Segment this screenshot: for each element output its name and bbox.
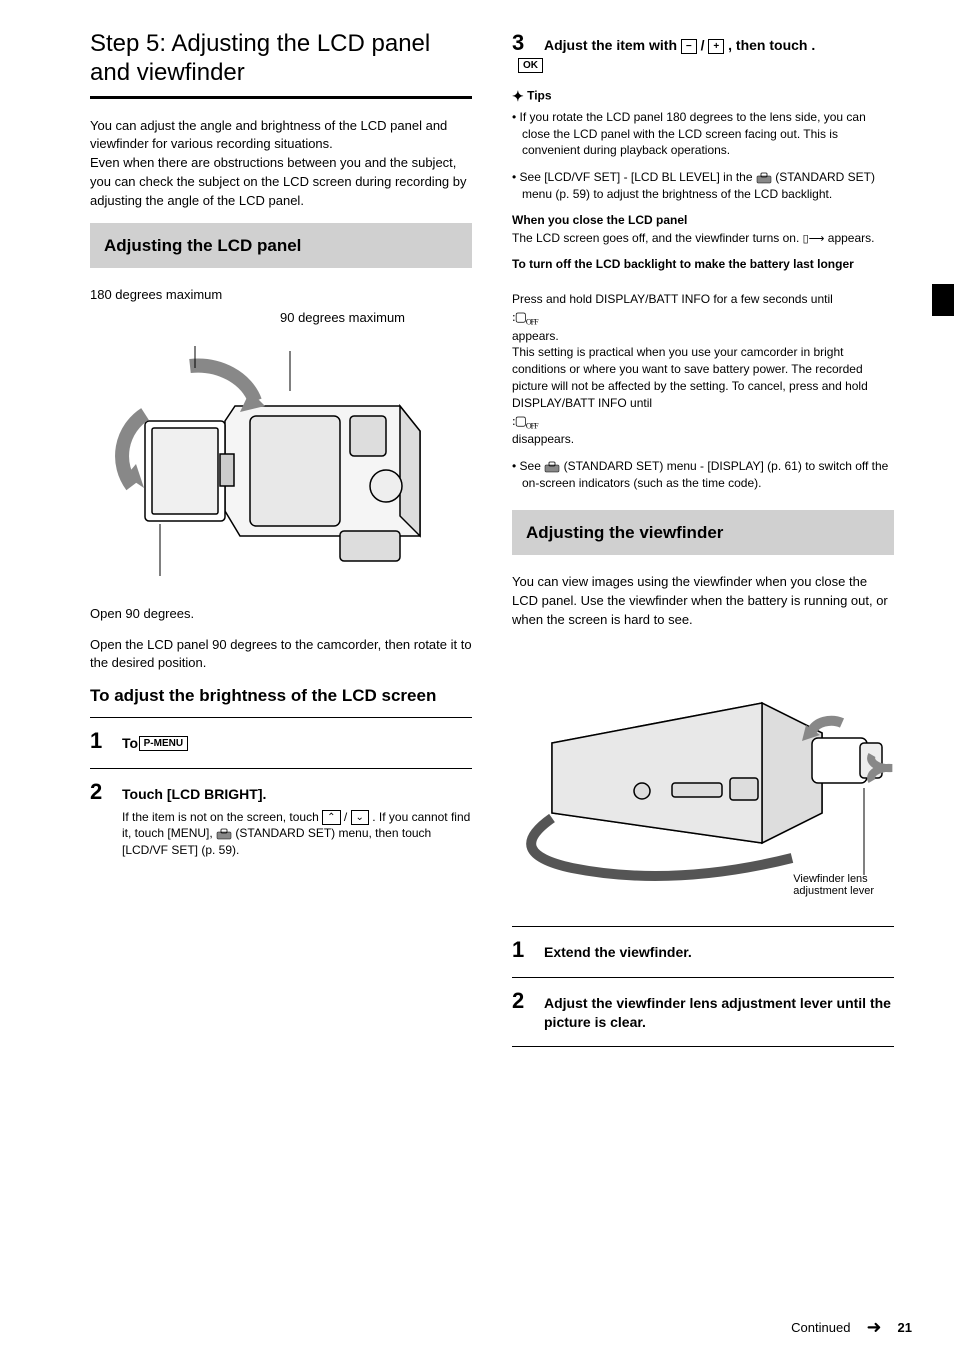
lightbulb-icon: ✦	[512, 88, 524, 104]
vf-step-1: 1 Extend the viewfinder.	[512, 937, 894, 963]
step-num: 3	[512, 30, 534, 56]
rule-r1	[512, 926, 894, 927]
sub-heading-brightness: To adjust the brightness of the LCD scre…	[90, 685, 472, 706]
vf-body: You can view images using the viewfinder…	[512, 573, 894, 630]
box-heading-vf: Adjusting the viewfinder	[526, 522, 880, 543]
minus-icon: −	[681, 39, 697, 54]
page-title: Step 5: Adjusting the LCD panel and view…	[90, 30, 472, 88]
step-text: Touch [LCD BRIGHT].	[122, 785, 266, 804]
box-heading-lcd: Adjusting the LCD panel	[104, 235, 458, 256]
standard-set-icon	[756, 172, 772, 184]
p-menu-icon: P-MENU	[139, 736, 188, 751]
plus-icon: +	[708, 39, 724, 54]
page-footer: Continued ➜ Step 5: Adjusting the LCD pa…	[791, 1317, 912, 1338]
viewfinder-on-icon: ▯⟶	[803, 233, 825, 245]
open-note: Open the LCD panel 90 degrees to the cam…	[90, 636, 472, 674]
left-column: Step 5: Adjusting the LCD panel and view…	[90, 30, 472, 1057]
rule-1	[90, 717, 472, 718]
rule-r3	[512, 1046, 894, 1047]
adjust-viewfinder-box: Adjusting the viewfinder	[512, 510, 894, 555]
camcorder-vf-svg	[512, 643, 902, 903]
standard-set-icon	[216, 828, 232, 840]
standard-set-icon	[544, 461, 560, 473]
right-column: 3 Adjust the item with − / + , then touc…	[512, 30, 894, 1057]
backlight-off-icon: :▢OFF	[512, 413, 538, 428]
section-tab	[932, 284, 954, 316]
adjust-lcd-box: Adjusting the LCD panel	[90, 223, 472, 268]
step-text: Touch . P-MENU	[122, 734, 188, 753]
continued-label: Continued	[791, 1320, 850, 1335]
step-text: Adjust the viewfinder lens adjustment le…	[544, 994, 894, 1032]
step-1: 1 Touch . P-MENU	[90, 728, 472, 754]
step-2: 2 Touch [LCD BRIGHT]. If the item is not…	[90, 779, 472, 859]
tip-close-lcd-body: The LCD screen goes off, and the viewfin…	[512, 230, 894, 247]
chevron-down-icon: ⌄	[351, 810, 369, 825]
step-text: Extend the viewfinder.	[544, 943, 692, 962]
illus-caption-rotate: 90 degrees maximum	[280, 309, 472, 328]
vf-lever-label: Viewfinder lens adjustment lever	[793, 873, 874, 897]
title-rule	[90, 96, 472, 99]
tip-close-lcd-head: When you close the LCD panel	[512, 213, 894, 227]
step-num: 1	[512, 937, 534, 963]
step-num: 2	[90, 779, 112, 805]
backlight-off-icon: :▢OFF	[512, 309, 538, 324]
ok-icon: OK	[518, 58, 543, 73]
intro-text: You can adjust the angle and brightness …	[90, 117, 472, 211]
camcorder-viewfinder-illustration: Viewfinder lens adjustment lever	[512, 643, 894, 908]
rule-2	[90, 768, 472, 769]
camcorder-lcd-illustration	[90, 336, 472, 601]
tip-lcd-bl-level: • See [LCD/VF SET] - [LCD BL LEVEL] in t…	[512, 169, 894, 203]
page-columns: Step 5: Adjusting the LCD panel and view…	[0, 0, 954, 1077]
illus-caption-open: Open 90 degrees.	[90, 605, 472, 624]
page-number: 21	[898, 1320, 912, 1335]
continue-arrow-icon: ➜	[866, 1317, 881, 1338]
vf-step-2: 2 Adjust the viewfinder lens adjustment …	[512, 988, 894, 1032]
tips-label: ✦ Tips	[512, 88, 894, 105]
illus-caption-max: 180 degrees maximum	[90, 286, 472, 305]
step-text: Adjust the item with − / + , then touch …	[544, 36, 818, 74]
step-3: 3 Adjust the item with − / + , then touc…	[512, 30, 894, 74]
camcorder-lcd-svg	[90, 336, 440, 596]
tip-backlight-off-body: Press and hold DISPLAY/BATT INFO for a f…	[512, 274, 894, 448]
rule-r2	[512, 977, 894, 978]
tip-rotate-180: • If you rotate the LCD panel 180 degree…	[512, 109, 894, 159]
step-num: 2	[512, 988, 534, 1014]
chevron-up-icon: ⌃	[322, 810, 340, 825]
tip-display-off: • See (STANDARD SET) menu - [DISPLAY] (p…	[512, 458, 894, 492]
step-num: 1	[90, 728, 112, 754]
tip-backlight-off-head: To turn off the LCD backlight to make th…	[512, 257, 894, 271]
step-sub: If the item is not on the screen, touch …	[122, 809, 472, 859]
